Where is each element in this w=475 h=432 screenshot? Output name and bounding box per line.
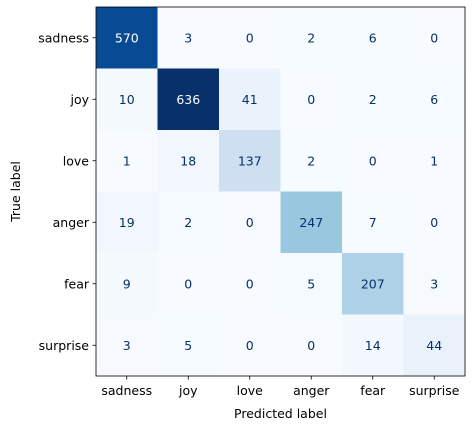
heatmap-cell [403,253,466,315]
heatmap-cell [96,253,158,315]
heatmap-cell [219,130,281,192]
cell-value-label: 7 [369,215,377,230]
cell-value-label: 207 [361,276,385,291]
heatmap-cell [219,7,281,69]
cell-value-label: 41 [242,92,258,107]
cell-value-label: 19 [119,215,135,230]
cell-value-label: 6 [430,92,438,107]
heatmap-cell [157,314,220,377]
heatmap-cell [157,253,220,315]
cell-value-label: 247 [299,215,323,230]
cell-value-label: 137 [238,153,262,168]
x-tick-label: love [237,383,264,398]
heatmap-cell [342,314,404,377]
plot-frame [95,6,466,377]
cell-value-label: 0 [246,338,254,353]
cell-value-label: 3 [184,30,192,45]
cell-value-label: 636 [176,92,200,107]
y-tick-label: surprise [39,338,90,353]
heatmap-cell [157,7,220,69]
cell-value-label: 44 [426,338,442,353]
heatmap-cell [280,191,343,254]
heatmap-cell [96,314,158,377]
heatmap-cell [342,68,404,131]
heatmap-cell [403,130,466,192]
cell-value-label: 1 [430,153,438,168]
cell-value-label: 0 [369,153,377,168]
y-tick-label: sadness [38,30,89,45]
heatmap-cell [219,253,281,315]
heatmap-cell [403,7,466,69]
heatmap-cell [280,130,343,192]
heatmap-cell [219,68,281,131]
cell-value-label: 570 [115,30,139,45]
heatmap-cell [219,314,281,377]
heatmap-cell [403,314,466,377]
cell-value-label: 0 [246,30,254,45]
cell-value-label: 0 [307,92,315,107]
cell-value-label: 1 [123,153,131,168]
heatmap-cell [157,130,220,192]
heatmap-cells: 570 3 0 2 6 0 10 636 41 0 2 6 1 18 137 2 0 1 19 2 0 247 7 0 9 0 0 5… [96,7,466,377]
cell-value-label: 0 [430,215,438,230]
y-tick-label: love [63,153,90,168]
heatmap-cell [219,191,281,254]
heatmap-cell [280,314,343,377]
cell-value-label: 5 [307,276,315,291]
cell-value-label: 0 [184,276,192,291]
heatmap-cell [157,191,220,254]
cell-value-label: 2 [307,30,315,45]
cell-value-label: 3 [123,338,131,353]
heatmap-cell [96,7,158,69]
cell-value-label: 14 [365,338,381,353]
heatmap-cell [342,253,404,315]
cell-value-label: 0 [430,30,438,45]
y-axis-label: True label [8,161,23,223]
heatmap-cell [342,130,404,192]
x-tick-label: sadness [101,383,152,398]
heatmap-cell [96,130,158,192]
x-tick-label: anger [293,383,330,398]
heatmap-cell [403,68,466,131]
heatmap-cell [157,68,220,131]
y-tick-label: anger [53,215,90,230]
cell-value-label: 2 [307,153,315,168]
heatmap-cell [342,7,404,69]
x-axis-ticks: sadness joy love anger fear surprise [101,376,460,398]
x-tick-label: surprise [409,383,460,398]
heatmap-cell [280,68,343,131]
y-axis-ticks: sadness joy love anger fear surprise [38,30,96,353]
x-axis-label: Predicted label [234,406,327,421]
heatmap-cell [280,7,343,69]
cell-value-label: 9 [123,276,131,291]
cell-value-label: 5 [184,338,192,353]
x-tick-label: joy [178,383,198,398]
heatmap-cell [403,191,466,254]
heatmap-cell [342,191,404,254]
cell-value-label: 0 [246,215,254,230]
cell-value-label: 2 [369,92,377,107]
cell-value-label: 0 [246,276,254,291]
cell-value-label: 10 [119,92,135,107]
x-tick-label: fear [360,383,386,398]
cell-value-label: 3 [430,276,438,291]
cell-value-label: 6 [369,30,377,45]
heatmap-cell [96,191,158,254]
cell-value-label: 0 [307,338,315,353]
cell-value-label: 2 [184,215,192,230]
heatmap-cell [280,253,343,315]
y-tick-label: fear [64,276,90,291]
y-tick-label: joy [69,92,89,107]
heatmap-cell [96,68,158,131]
cell-value-label: 18 [180,153,196,168]
